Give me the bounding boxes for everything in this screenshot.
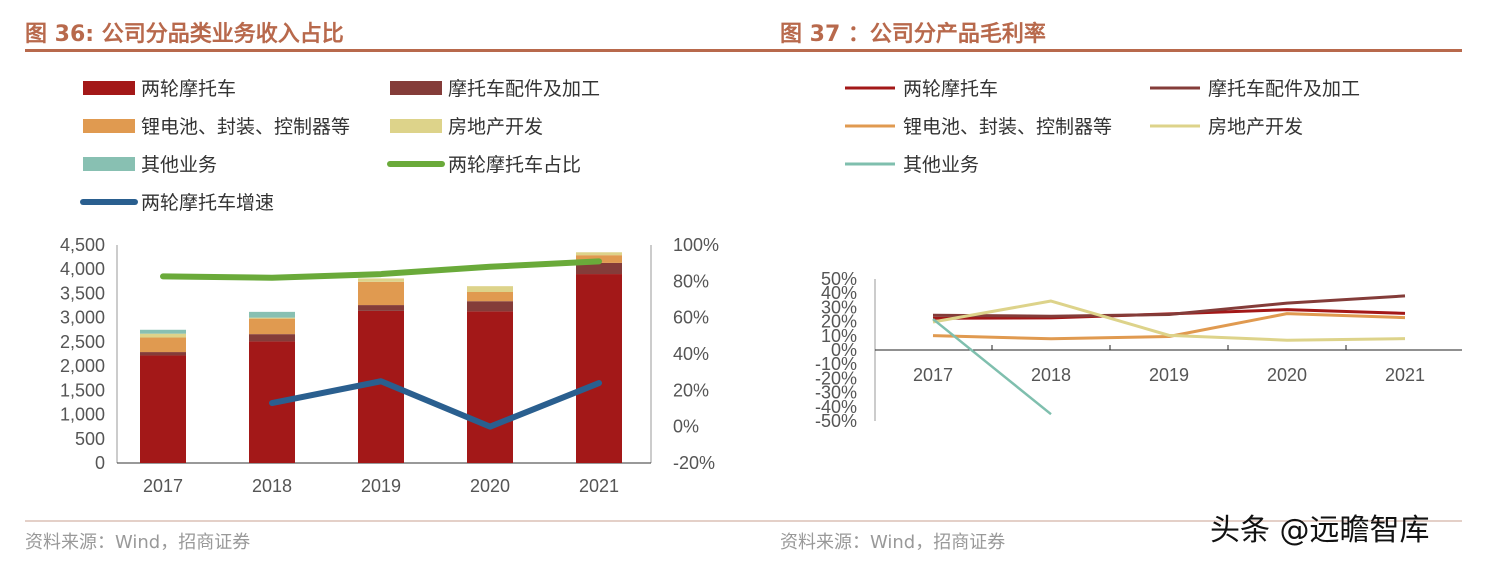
x-tick-label: 2019 xyxy=(361,476,401,496)
y-tick-label: 3,000 xyxy=(60,308,105,328)
x-tick-label: 2017 xyxy=(913,365,953,385)
y-tick-label: 0% xyxy=(831,340,857,360)
x-tick-label: 2020 xyxy=(470,476,510,496)
y-tick-label: 0 xyxy=(95,453,105,473)
bar-segment xyxy=(576,274,622,463)
legend-label: 锂电池、封装、控制器等 xyxy=(141,116,350,138)
legend-label: 房地产开发 xyxy=(1208,116,1303,138)
title-rule xyxy=(25,49,1462,52)
series-line xyxy=(932,318,1052,416)
y-tick-label: 2,000 xyxy=(60,356,105,376)
bar-segment xyxy=(249,334,295,342)
bar-segment xyxy=(467,301,513,312)
bar-segment xyxy=(249,311,295,318)
x-tick-label: 2018 xyxy=(1031,365,1071,385)
series-line xyxy=(160,258,602,281)
series-line xyxy=(932,294,1406,318)
watermark: 头条 @远瞻智库 xyxy=(1210,513,1430,548)
legend-label: 房地产开发 xyxy=(448,116,543,138)
bar-segment xyxy=(140,355,186,463)
y-tick-label: 2,500 xyxy=(60,332,105,352)
legend-swatch xyxy=(83,81,135,95)
y-tick-label: -50% xyxy=(815,411,857,431)
bar-segment xyxy=(249,317,295,319)
legend-swatch xyxy=(390,81,442,95)
y-tick-label: 20% xyxy=(821,312,857,332)
x-tick-label: 2020 xyxy=(1267,365,1307,385)
bar-segment xyxy=(467,291,513,302)
bar-segment xyxy=(358,305,404,311)
y-tick-label: 4,500 xyxy=(60,235,105,255)
bar-segment xyxy=(576,252,622,256)
y2-tick-label: 40% xyxy=(673,344,709,364)
legend-label: 摩托车配件及加工 xyxy=(448,78,600,100)
y2-tick-label: -20% xyxy=(673,453,715,473)
legend-swatch xyxy=(390,119,442,133)
x-tick-label: 2018 xyxy=(252,476,292,496)
bar-segment xyxy=(140,333,186,338)
legend-label: 两轮摩托车 xyxy=(903,78,998,100)
y2-tick-label: 0% xyxy=(673,417,699,437)
legend-label: 其他业务 xyxy=(903,154,979,176)
legend-swatch xyxy=(83,157,135,171)
y-tick-label: 50% xyxy=(821,269,857,289)
x-tick-label: 2021 xyxy=(579,476,619,496)
left-chart-title: 图 36: 公司分品类业务收入占比 xyxy=(25,21,344,47)
bar-segment xyxy=(140,352,186,356)
bar-segment xyxy=(358,281,404,306)
y-tick-label: -30% xyxy=(815,383,857,403)
bar-segment xyxy=(140,337,186,353)
y-tick-label: -40% xyxy=(815,397,857,417)
bar-segment xyxy=(467,311,513,463)
legend-label: 摩托车配件及加工 xyxy=(1208,78,1360,100)
y2-tick-label: 60% xyxy=(673,308,709,328)
y-tick-label: 3,500 xyxy=(60,283,105,303)
legend-swatch xyxy=(83,119,135,133)
left-chart: 0 500 1,000 1,500 2,000 2,500 3,000 3,500 4,000 4… xyxy=(60,78,719,496)
bar-segment xyxy=(249,318,295,335)
series-line xyxy=(269,378,602,430)
legend-label: 其他业务 xyxy=(141,154,217,176)
bar-segment xyxy=(576,262,622,275)
bar-segment xyxy=(358,278,404,282)
y-tick-label: 500 xyxy=(75,429,105,449)
y-tick-label: -20% xyxy=(815,368,857,388)
y-tick-label: 1,000 xyxy=(60,405,105,425)
y-tick-label: 40% xyxy=(821,283,857,303)
series-line xyxy=(932,299,1406,342)
legend-label: 两轮摩托车增速 xyxy=(141,192,274,214)
y2-tick-label: 100% xyxy=(673,235,719,255)
legend-label: 两轮摩托车占比 xyxy=(448,154,581,176)
right-source: 资料来源：Wind，招商证券 xyxy=(780,532,1005,553)
legend-label: 两轮摩托车 xyxy=(141,78,236,100)
bar-segment xyxy=(467,286,513,292)
y-tick-label: -10% xyxy=(815,354,857,374)
y-tick-label: 30% xyxy=(821,297,857,317)
x-tick-label: 2017 xyxy=(143,476,183,496)
legend-label: 锂电池、封装、控制器等 xyxy=(903,116,1112,138)
right-chart: -50%-40%-30%-20%-10%0%10%20%30%40%50% 201… xyxy=(815,78,1462,431)
bar-segment xyxy=(140,329,186,334)
y-tick-label: 1,500 xyxy=(60,380,105,400)
y-tick-label: 10% xyxy=(821,326,857,346)
y2-tick-label: 20% xyxy=(673,380,709,400)
y-tick-label: 4,000 xyxy=(60,259,105,279)
x-tick-label: 2019 xyxy=(1149,365,1189,385)
x-tick-label: 2021 xyxy=(1385,365,1425,385)
right-chart-title: 图 37 ：公司分产品毛利率 xyxy=(780,21,1046,47)
left-source: 资料来源：Wind，招商证券 xyxy=(25,532,250,553)
y2-tick-label: 80% xyxy=(673,271,709,291)
